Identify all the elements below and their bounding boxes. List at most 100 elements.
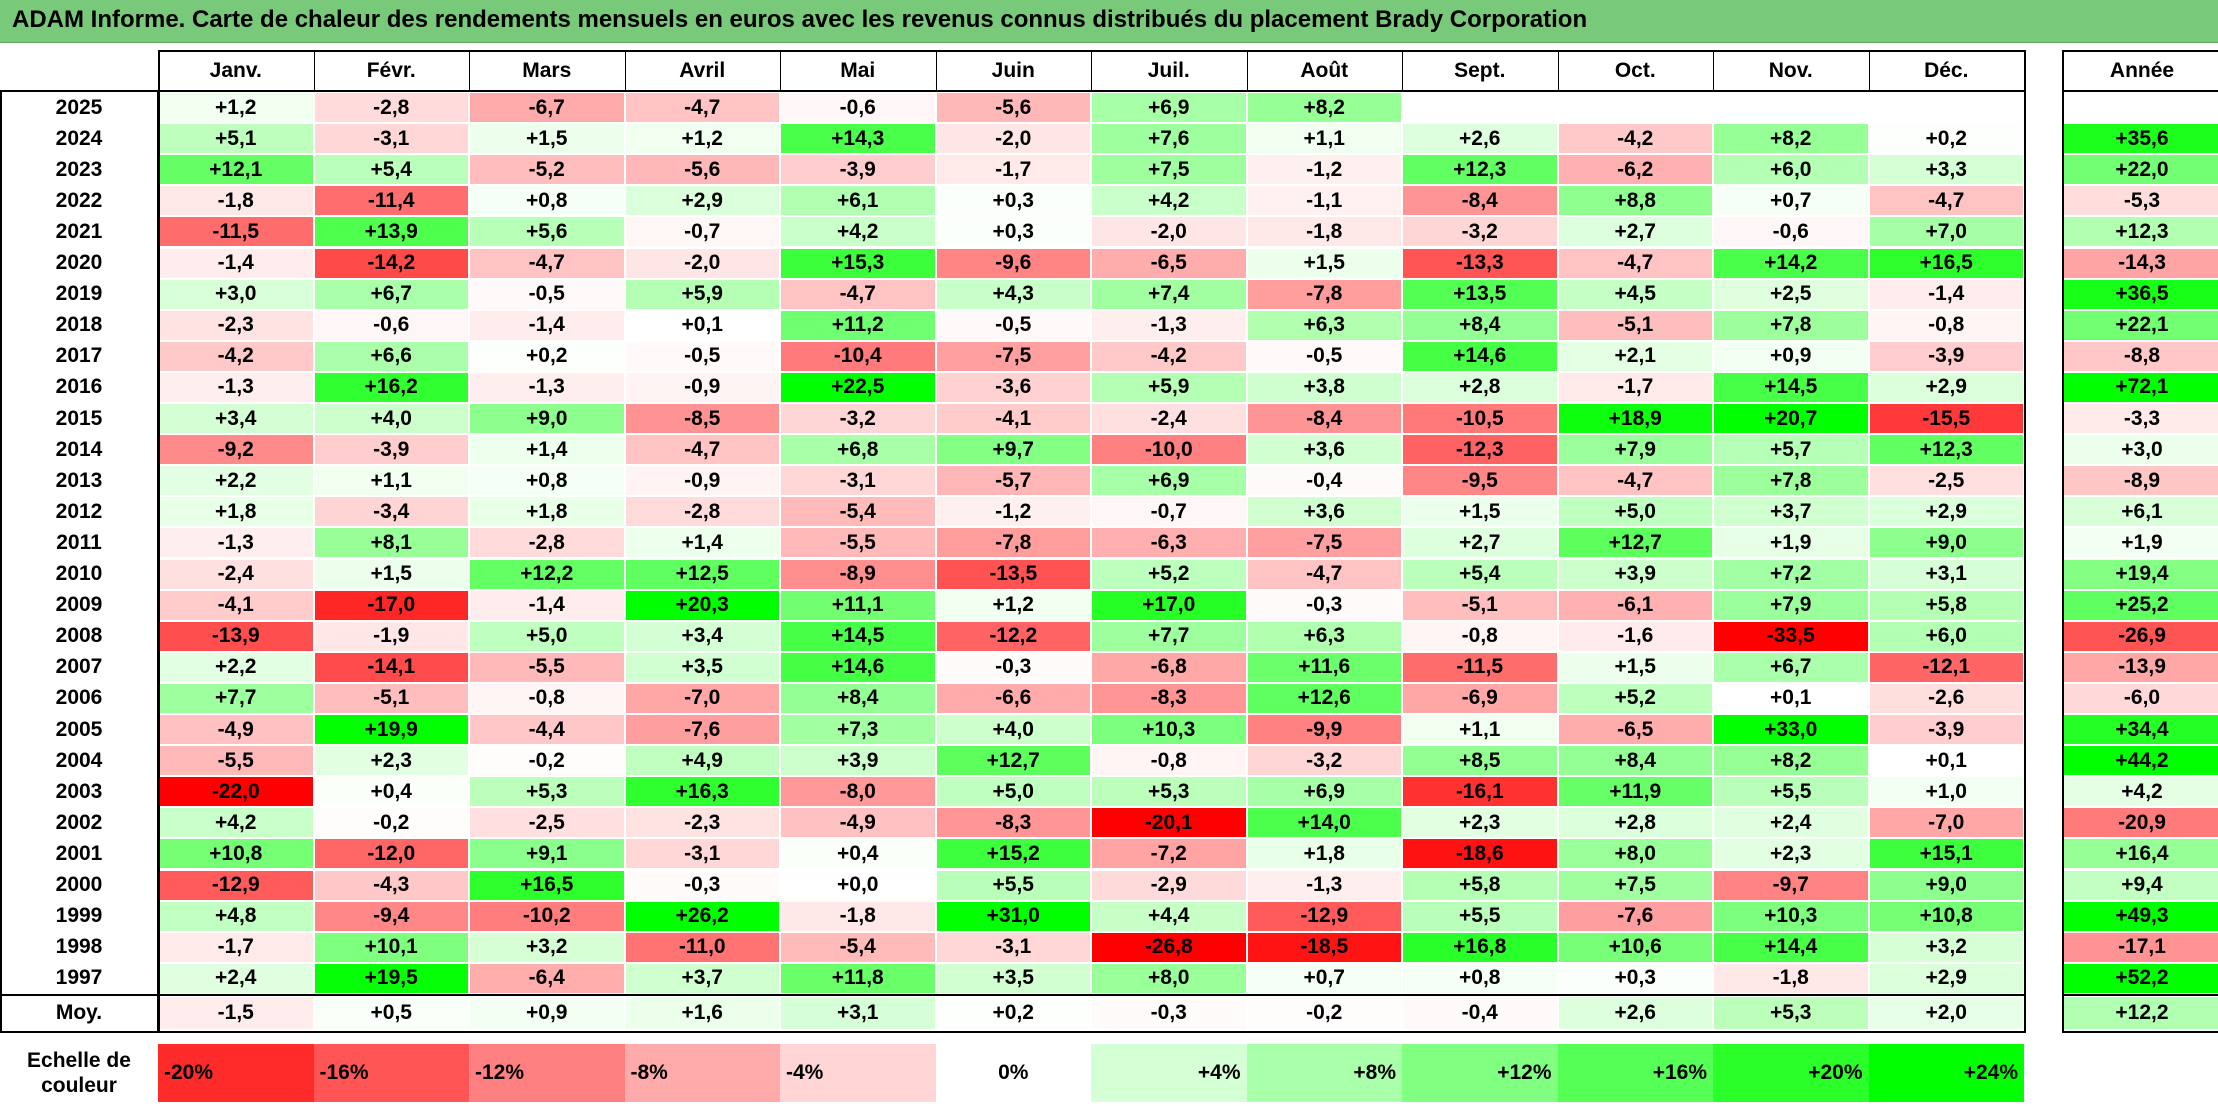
annual-return-cell: +3,0 xyxy=(2063,435,2218,465)
heatmap-cell: -8,3 xyxy=(1092,683,1246,713)
heatmap-cell: +3,0 xyxy=(159,279,313,309)
heatmap-cell: -4,7 xyxy=(781,279,935,309)
column-divider xyxy=(1557,50,1559,90)
month-header: Août xyxy=(1300,59,1349,82)
color-scale-step: +20% xyxy=(1713,1044,1869,1102)
heatmap-cell xyxy=(1714,93,1868,123)
column-divider xyxy=(1091,50,1092,90)
heatmap-cell: -1,7 xyxy=(159,932,313,962)
annual-return-cell: +36,5 xyxy=(2063,279,2218,309)
heatmap-cell: -10,5 xyxy=(1403,404,1557,434)
month-header: Mai xyxy=(840,59,876,82)
color-scale-step: +24% xyxy=(1868,1044,2024,1102)
heatmap-cell: -1,4 xyxy=(159,248,313,278)
heatmap-cell: -1,4 xyxy=(470,590,624,620)
annual-return-cell: +44,2 xyxy=(2063,746,2218,776)
heatmap-cell: -4,7 xyxy=(625,93,779,123)
heatmap-cell: +16,2 xyxy=(314,372,468,402)
heatmap-cell: +1,5 xyxy=(1558,652,1712,682)
month-header: Déc. xyxy=(1924,59,1969,82)
year-label: 2001 xyxy=(55,841,103,865)
heatmap-cell: -3,1 xyxy=(314,124,468,154)
heatmap-cell: -18,5 xyxy=(1247,932,1401,962)
heatmap-cell: -0,5 xyxy=(936,310,1090,340)
year-label: 2022 xyxy=(55,188,103,212)
average-rule xyxy=(0,994,2024,996)
year-total-header: Année xyxy=(2109,59,2175,82)
heatmap-cell: -0,2 xyxy=(470,746,624,776)
annual-return-cell: +52,2 xyxy=(2063,963,2218,993)
heatmap-cell: -7,8 xyxy=(936,528,1090,558)
heatmap-cell: -7,6 xyxy=(1558,901,1712,931)
heatmap-cell: -4,7 xyxy=(1247,559,1401,589)
color-scale-step: +8% xyxy=(1246,1044,1402,1102)
heatmap-cell: +16,3 xyxy=(625,777,779,807)
heatmap-cell: +0,2 xyxy=(1869,124,2023,154)
heatmap-cell: -1,4 xyxy=(1869,279,2023,309)
heatmap-cell: +1,5 xyxy=(314,559,468,589)
heatmap-cell: -9,9 xyxy=(1247,715,1401,745)
heatmap-cell: -8,4 xyxy=(1403,186,1557,216)
heatmap-cell: +8,0 xyxy=(1092,963,1246,993)
column-divider xyxy=(935,50,937,90)
heatmap-cell: +7,8 xyxy=(1714,466,1868,496)
heatmap-cell: +10,1 xyxy=(314,932,468,962)
heatmap-cell: +3,7 xyxy=(625,963,779,993)
heatmap-cell: -2,3 xyxy=(625,808,779,838)
year-label: 1997 xyxy=(55,966,103,990)
heatmap-cell: -4,9 xyxy=(781,808,935,838)
heatmap-cell: +3,6 xyxy=(1247,435,1401,465)
heatmap-cell: -0,5 xyxy=(1247,341,1401,371)
color-scale-step: +16% xyxy=(1557,1044,1713,1102)
heatmap-cell: +5,1 xyxy=(159,124,313,154)
heatmap-cell: +5,5 xyxy=(936,870,1090,900)
average-cell: +3,1 xyxy=(781,997,935,1029)
heatmap-cell: +14,4 xyxy=(1714,932,1868,962)
heatmap-cell: +0,1 xyxy=(625,310,779,340)
heatmap-cell: -12,9 xyxy=(159,870,313,900)
heatmap-cell: -5,6 xyxy=(625,155,779,185)
heatmap-cell: -9,5 xyxy=(1403,466,1557,496)
heatmap-cell: +1,4 xyxy=(470,435,624,465)
heatmap-cell: +18,9 xyxy=(1558,404,1712,434)
heatmap-cell: +4,3 xyxy=(936,279,1090,309)
heatmap-cell: -6,2 xyxy=(1558,155,1712,185)
heatmap-cell: -2,8 xyxy=(470,528,624,558)
year-label: 2009 xyxy=(55,593,103,617)
heatmap-cell: +5,4 xyxy=(314,155,468,185)
heatmap-cell: +2,2 xyxy=(159,466,313,496)
heatmap-cell: +10,3 xyxy=(1714,901,1868,931)
heatmap-cell: -1,9 xyxy=(314,621,468,651)
heatmap-cell: -6,5 xyxy=(1558,715,1712,745)
heatmap-cell: +0,3 xyxy=(1558,963,1712,993)
heatmap-cell: -2,5 xyxy=(1869,466,2023,496)
heatmap-cell: +10,6 xyxy=(1558,932,1712,962)
heatmap-cell: -13,5 xyxy=(936,559,1090,589)
heatmap-cell: -0,8 xyxy=(1403,621,1557,651)
average-cell: +5,3 xyxy=(1714,997,1868,1029)
heatmap-cell: -1,4 xyxy=(470,310,624,340)
heatmap-cell: +3,8 xyxy=(1247,372,1401,402)
heatmap-cell: +7,7 xyxy=(1092,621,1246,651)
heatmap-cell: +8,5 xyxy=(1403,746,1557,776)
year-label: 2014 xyxy=(55,437,103,461)
heatmap-cell: -2,5 xyxy=(470,808,624,838)
heatmap-cell: +7,3 xyxy=(781,715,935,745)
average-cell: +0,9 xyxy=(470,997,624,1029)
month-header: Juin xyxy=(991,59,1035,82)
month-header: Juil. xyxy=(1147,59,1190,82)
annual-return-cell: +6,1 xyxy=(2063,497,2218,527)
heatmap-cell: +5,4 xyxy=(1403,559,1557,589)
heatmap-cell: -1,3 xyxy=(1092,310,1246,340)
heatmap-cell: -7,0 xyxy=(625,683,779,713)
annual-return-cell: +22,1 xyxy=(2063,310,2218,340)
heatmap-cell: -3,1 xyxy=(936,932,1090,962)
heatmap-cell: +0,3 xyxy=(936,186,1090,216)
heatmap-cell: +4,2 xyxy=(1092,186,1246,216)
heatmap-cell: -2,3 xyxy=(159,310,313,340)
color-scale-step: -8% xyxy=(624,1044,780,1102)
heatmap-cell: +1,2 xyxy=(159,93,313,123)
heatmap-cell: -2,6 xyxy=(1869,683,2023,713)
heatmap-cell: +13,5 xyxy=(1403,279,1557,309)
heatmap-cell: +1,8 xyxy=(1247,839,1401,869)
